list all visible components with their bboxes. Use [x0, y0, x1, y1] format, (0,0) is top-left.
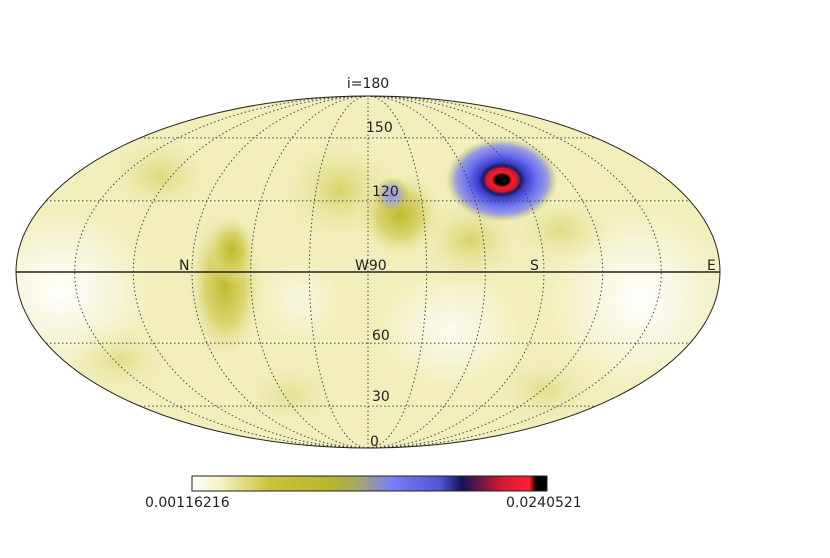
lat-tick-60: 60: [372, 328, 390, 344]
density-blob: [60, 320, 180, 400]
top-label: i=180: [347, 76, 389, 92]
secondary-peak: [374, 177, 410, 213]
density-blob: [485, 350, 605, 430]
low-density-region: [260, 260, 340, 340]
lat-tick-150: 150: [366, 120, 393, 136]
colorbar: 0.00116216 0.0240521: [145, 475, 582, 511]
low-density-region: [380, 275, 520, 385]
colorbar-max-label: 0.0240521: [506, 495, 582, 511]
equator-label-w90: W90: [355, 258, 387, 274]
equator-label-n: N: [179, 258, 189, 274]
colorbar-scale: [191, 475, 548, 492]
colorbar-min-label: 0.00116216: [145, 495, 230, 511]
meridian-line: [367, 96, 428, 448]
lat-tick-120: 120: [372, 184, 399, 200]
lat-tick-30: 30: [372, 389, 390, 405]
density-blob: [207, 215, 257, 285]
meridian-line: [367, 96, 662, 448]
equator-label-e: E: [707, 258, 716, 274]
density-blob: [230, 355, 350, 435]
meridian-line: [74, 96, 369, 448]
meridian-line: [308, 96, 369, 448]
lat-tick-0: 0: [370, 434, 379, 450]
density-blob: [100, 130, 220, 220]
peak-maximum: [446, 138, 558, 222]
equator-label-s: S: [530, 258, 539, 274]
